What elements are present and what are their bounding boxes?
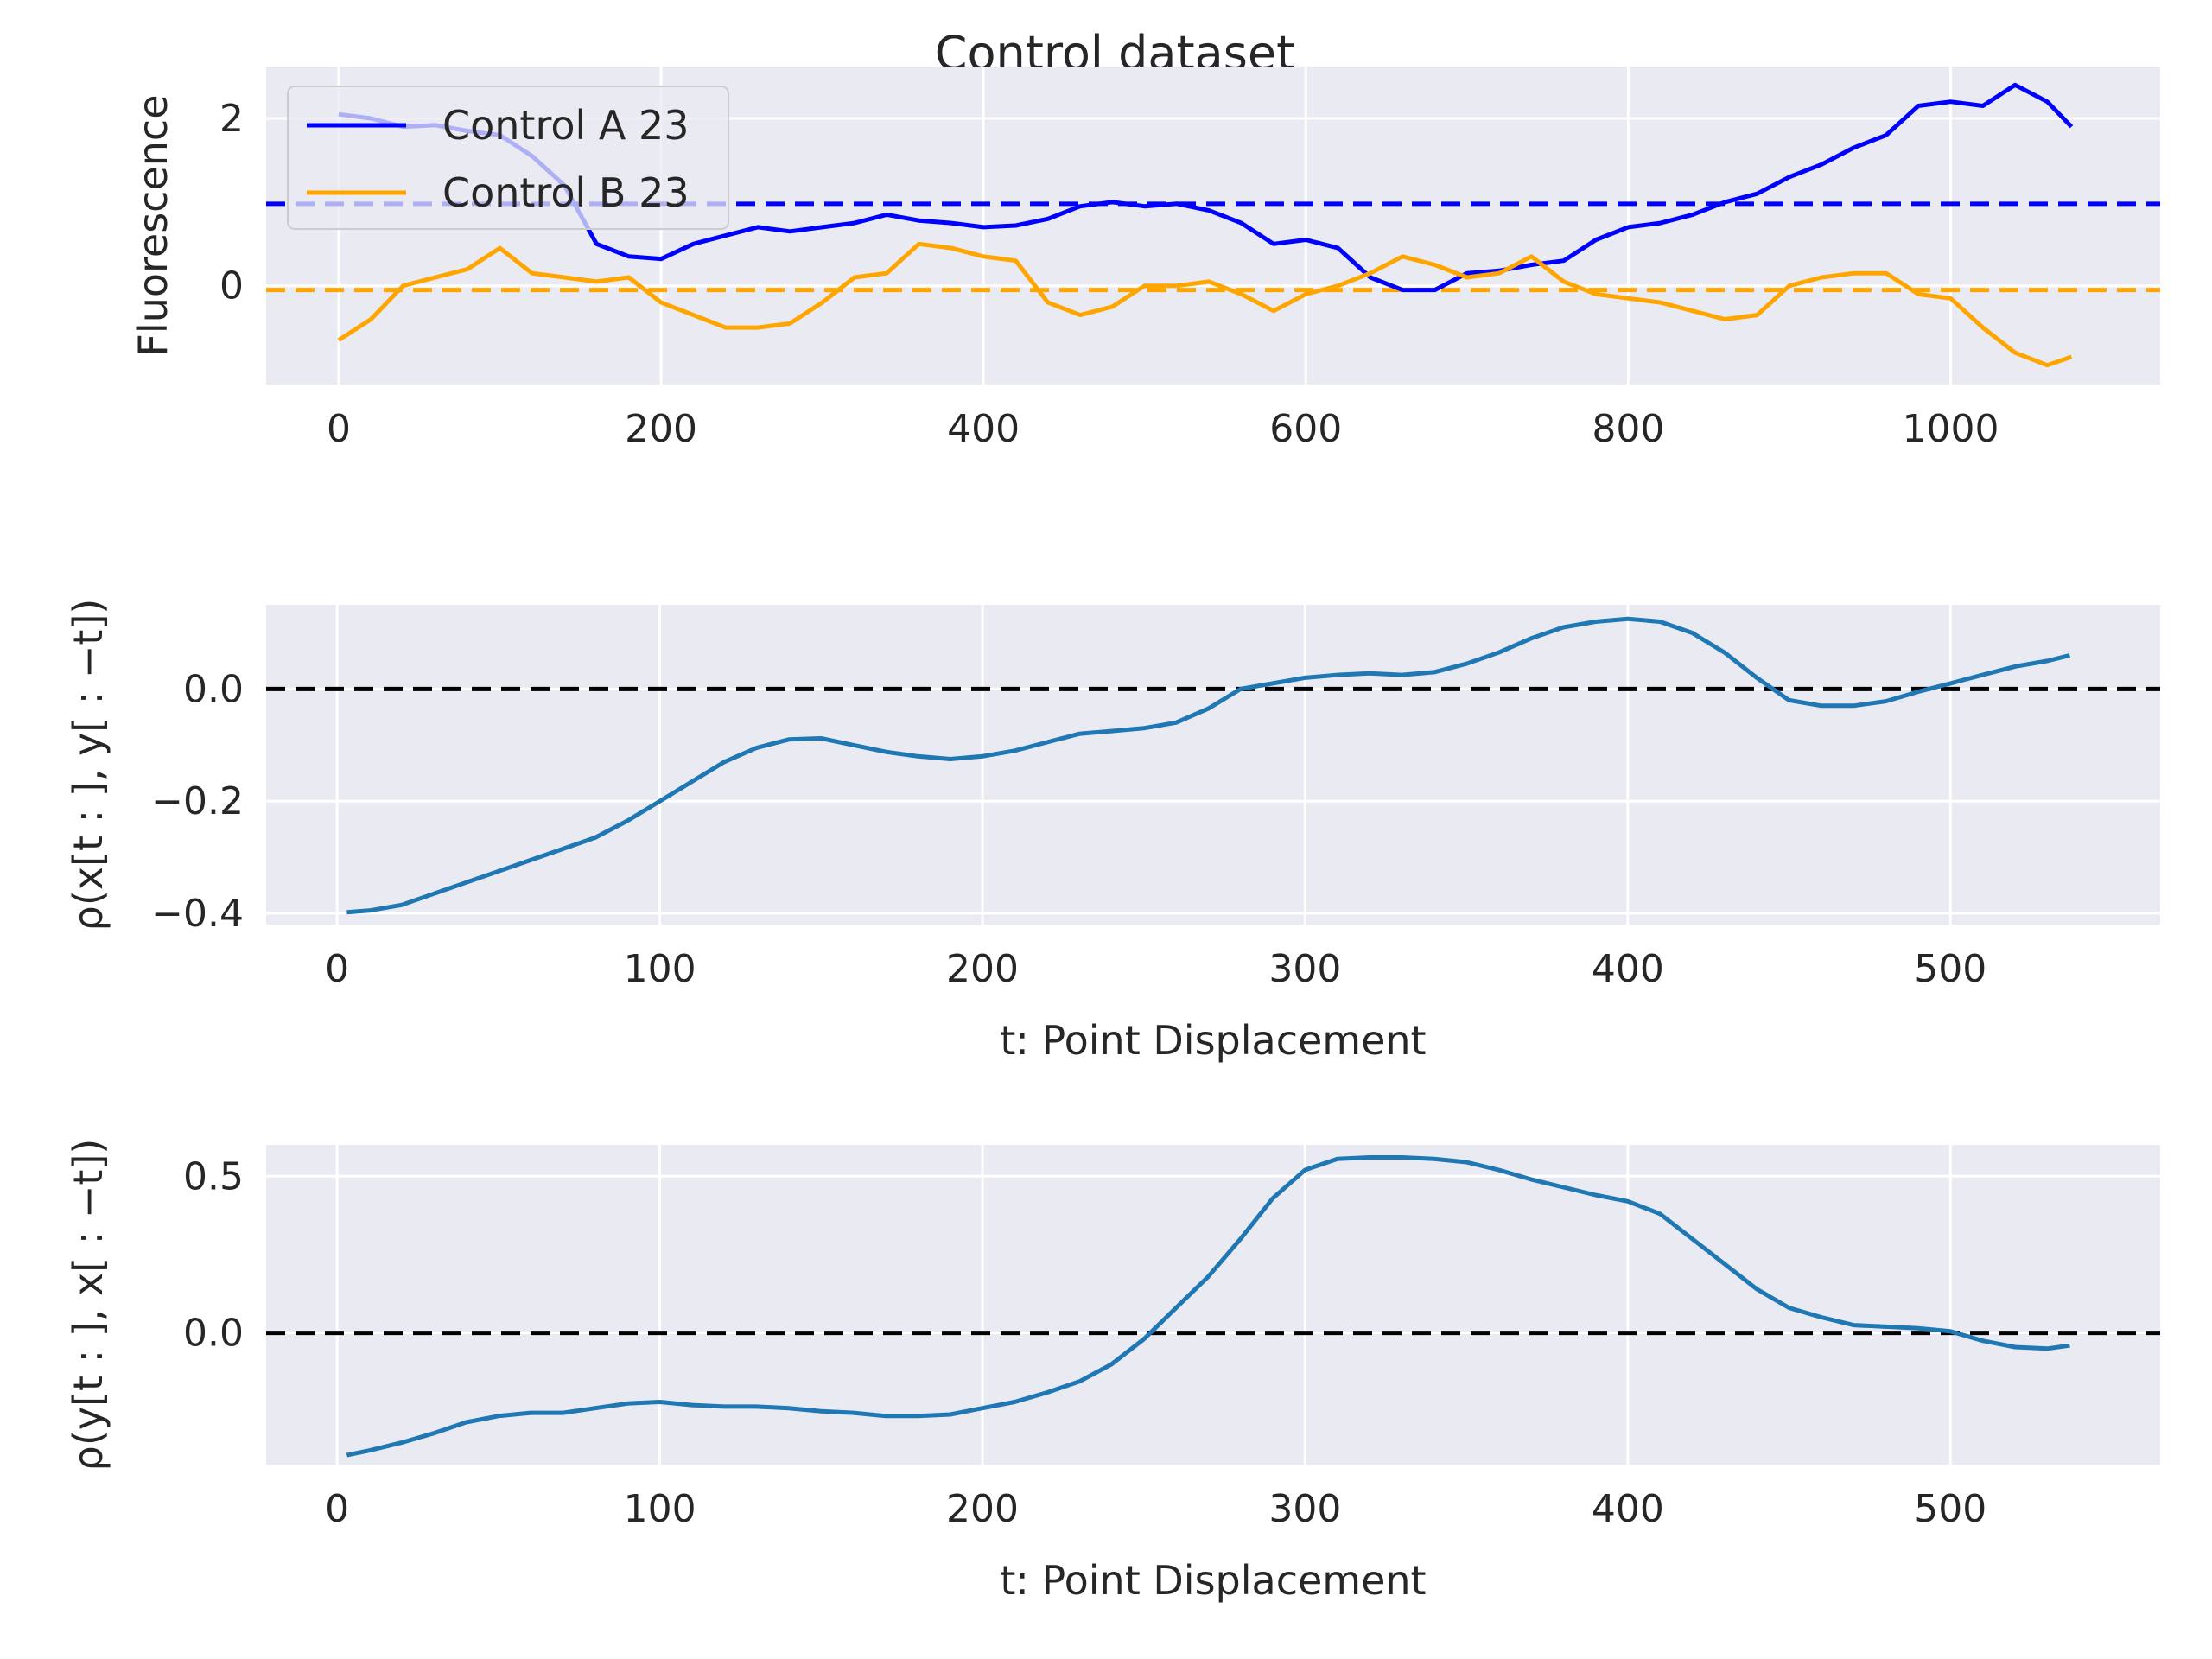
y-axis-label: ρ(y[t : ], x[ : −t]) <box>65 1139 111 1471</box>
x-tick-label: 0 <box>327 407 351 451</box>
fluorescence-plot: 0 200 400 600 800 1000 0 2 Fluorescence Control A… <box>130 67 2160 451</box>
x-tick-label: 500 <box>1914 947 1986 991</box>
x-tick-label: 800 <box>1592 407 1664 451</box>
y-tick-label: 0.0 <box>183 667 244 711</box>
x-tick-label: 1000 <box>1902 407 1999 451</box>
x-tick-label: 100 <box>624 947 696 991</box>
legend-entry: Control A 23 <box>442 102 690 149</box>
x-tick-label: 600 <box>1269 407 1342 451</box>
x-axis-label: t: Point Displacement <box>1000 1017 1426 1064</box>
series-line-1 <box>338 82 2074 293</box>
series-line-2 <box>337 241 2073 368</box>
cross-correlation-yx-plot: 0 100 200 300 400 500 0.5 0.0 t: Point Displacem… <box>65 1139 2160 1604</box>
x-tick-label: 300 <box>1268 1487 1341 1531</box>
x-tick-label: 0 <box>325 947 349 991</box>
x-tick-label: 400 <box>1592 1487 1664 1531</box>
legend-entry: Control B 23 <box>442 169 690 216</box>
y-axis-label: ρ(x[t : ], y[ : −t]) <box>65 599 111 931</box>
x-tick-label: 200 <box>946 1487 1019 1531</box>
y-tick-label: 0.5 <box>183 1154 244 1198</box>
x-tick-label: 200 <box>946 947 1019 991</box>
x-tick-label: 400 <box>947 407 1020 451</box>
x-tick-label: 0 <box>325 1487 349 1531</box>
x-tick-label: 400 <box>1592 947 1664 991</box>
plot-background <box>266 605 2160 925</box>
y-tick-label: −0.4 <box>151 892 244 936</box>
x-tick-label: 500 <box>1914 1487 1986 1531</box>
x-tick-label: 300 <box>1268 947 1341 991</box>
cross-correlation-xy-plot: 0 100 200 300 400 500 0.0 −0.2 −0.4 t: Point Disp… <box>65 599 2160 1064</box>
y-tick-label: 2 <box>219 97 244 141</box>
x-axis-label: t: Point Displacement <box>1000 1557 1426 1604</box>
plot-background <box>266 1145 2160 1465</box>
x-tick-label: 100 <box>624 1487 696 1531</box>
series-line-1 <box>346 1155 2070 1458</box>
y-axis-label: Fluorescence <box>130 94 176 356</box>
y-tick-label: 0.0 <box>183 1312 244 1356</box>
legend: Control A 23 Control B 23 <box>287 86 729 230</box>
y-tick-label: −0.2 <box>151 779 244 823</box>
x-tick-label: 200 <box>625 407 697 451</box>
series-line-1 <box>346 616 2071 915</box>
y-tick-label: 0 <box>219 264 244 308</box>
